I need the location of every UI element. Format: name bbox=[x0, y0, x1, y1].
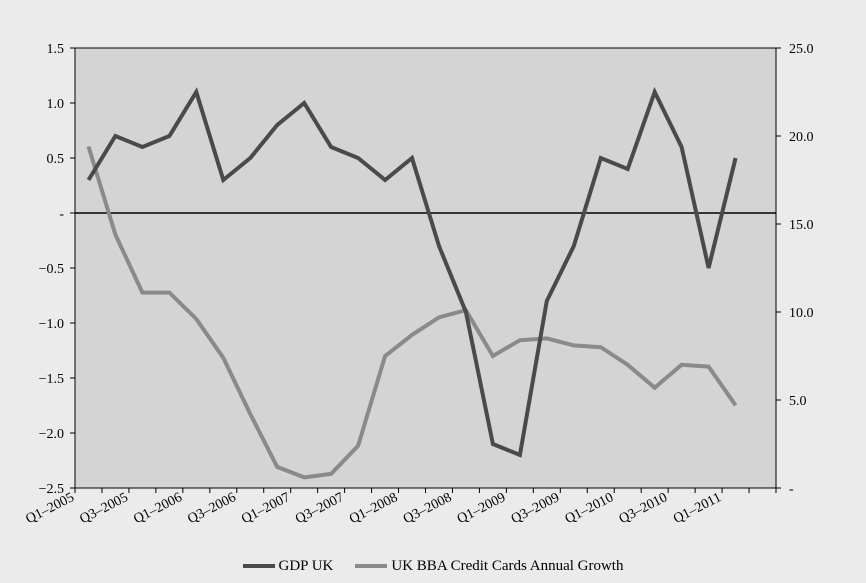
left-y-tick-label: 0.5 bbox=[47, 152, 65, 167]
series-line-credit-cards bbox=[86, 146, 738, 480]
x-axis: Q1–2005 Q3–2005 Q1–2006 Q3–2006 Q1–2007 Q3–20… bbox=[24, 488, 777, 527]
series-layer bbox=[86, 86, 738, 480]
series-line-gdp bbox=[86, 86, 738, 458]
legend-label-credit-cards: UK BBA Credit Cards Annual Growth bbox=[391, 557, 624, 574]
x-tick-label: Q3–2005 bbox=[77, 490, 130, 527]
x-tick-label: Q1–2006 bbox=[131, 490, 184, 527]
left-y-tick-label: 1.0 bbox=[47, 97, 65, 112]
legend-label-gdp: GDP UK bbox=[278, 557, 334, 574]
x-tick-label: Q1–2009 bbox=[455, 490, 508, 527]
left-y-tick-label: −1.5 bbox=[39, 372, 64, 387]
right-y-tick-label: - bbox=[789, 482, 794, 497]
right-y-tick-label: 25.0 bbox=[789, 42, 814, 57]
right-y-tick-label: 5.0 bbox=[789, 394, 807, 409]
x-tick-label: Q1–2010 bbox=[563, 490, 616, 527]
legend: GDP UK UK BBA Credit Cards Annual Growth bbox=[0, 553, 866, 579]
x-tick-label: Q3–2007 bbox=[293, 490, 346, 527]
legend-item-gdp: GDP UK bbox=[242, 557, 334, 575]
legend-swatch-gdp bbox=[242, 564, 275, 568]
x-tick-label: Q3–2006 bbox=[185, 490, 238, 527]
x-tick-label: Q1–2011 bbox=[671, 490, 724, 527]
x-tick-label: Q3–2008 bbox=[401, 490, 454, 527]
left-y-tick-label: −2.5 bbox=[39, 482, 64, 497]
left-y-tick-label: −1.0 bbox=[39, 317, 64, 332]
plot-area bbox=[74, 47, 777, 489]
left-y-tick-label: −2.0 bbox=[39, 427, 64, 442]
chart-svg: −2.5 −2.0 −1.5 −1.0 −0.5 - 0.5 1.0 1.5 - 5.0 10.0 1… bbox=[24, 42, 814, 527]
right-y-axis: - 5.0 10.0 15.0 20.0 25.0 bbox=[776, 42, 814, 497]
right-y-tick-label: 15.0 bbox=[789, 218, 814, 233]
left-y-tick-label: - bbox=[59, 207, 64, 222]
left-y-tick-label: 1.5 bbox=[47, 42, 65, 57]
left-y-axis: −2.5 −2.0 −1.5 −1.0 −0.5 - 0.5 1.0 1.5 bbox=[39, 42, 75, 497]
x-tick-label: Q1–2007 bbox=[239, 490, 292, 527]
left-y-tick-label: −0.5 bbox=[39, 262, 64, 277]
legend-swatch-credit-cards bbox=[355, 564, 388, 568]
x-tick-label: Q3–2010 bbox=[617, 490, 670, 527]
x-tick-label: Q1–2008 bbox=[347, 490, 400, 527]
x-tick-label: Q3–2009 bbox=[509, 490, 562, 527]
legend-item-credit-cards: UK BBA Credit Cards Annual Growth bbox=[355, 558, 623, 575]
right-y-tick-label: 10.0 bbox=[789, 306, 814, 321]
right-y-tick-label: 20.0 bbox=[789, 130, 814, 145]
